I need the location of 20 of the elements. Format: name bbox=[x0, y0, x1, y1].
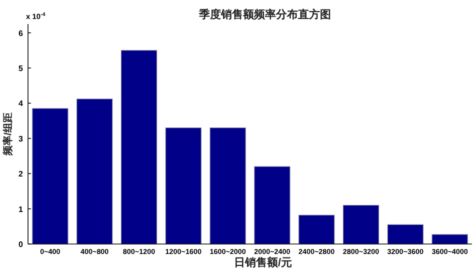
bar bbox=[387, 224, 424, 244]
bar bbox=[76, 98, 113, 244]
y-axis-title: 频率/组距 bbox=[2, 112, 14, 156]
bar bbox=[342, 204, 380, 244]
y-tick-label: 6 bbox=[18, 28, 24, 38]
y-tick-label: 5 bbox=[18, 64, 24, 73]
bar bbox=[210, 128, 246, 244]
bar bbox=[120, 50, 158, 244]
y-tick-label: 1 bbox=[18, 204, 24, 214]
y-tick-label: 0 bbox=[18, 240, 24, 249]
bar bbox=[165, 128, 202, 244]
x-axis-title: 日销售额/元 bbox=[234, 256, 292, 269]
chart-title: 季度销售额频率分布直方图 bbox=[198, 8, 331, 21]
y-tick-label: 3 bbox=[18, 134, 24, 144]
y-tick-label: 4 bbox=[18, 99, 24, 108]
bar bbox=[298, 214, 335, 244]
bar bbox=[432, 234, 468, 244]
y-tick-label: 2 bbox=[18, 170, 24, 179]
bar bbox=[32, 108, 68, 244]
bar bbox=[254, 166, 290, 244]
